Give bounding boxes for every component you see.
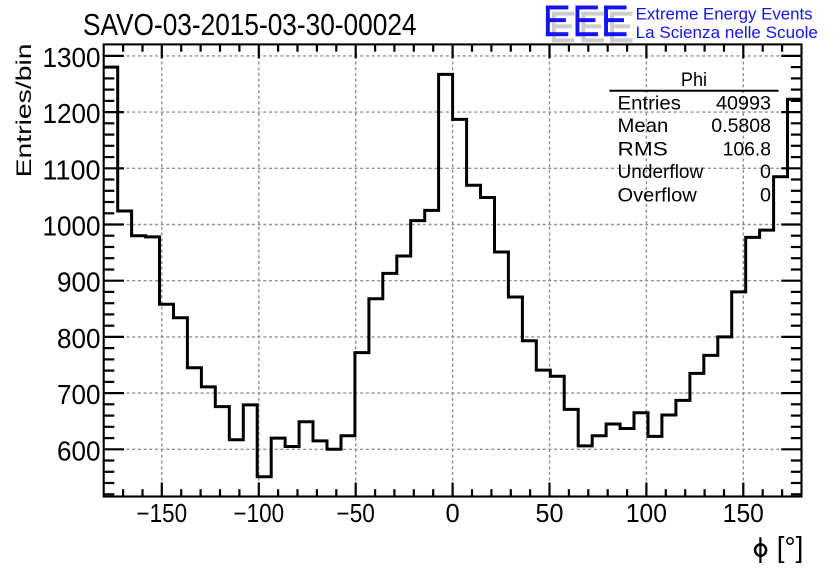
svg-text:[°]: [°]: [777, 532, 804, 564]
svg-text:1200: 1200: [43, 98, 101, 129]
svg-text:50: 50: [536, 500, 564, 528]
svg-text:Entries/bin: Entries/bin: [12, 43, 36, 177]
svg-text:106.8: 106.8: [723, 138, 771, 160]
svg-text:Overflow: Overflow: [618, 184, 698, 206]
svg-text:0.5808: 0.5808: [711, 115, 771, 137]
svg-text:1300: 1300: [43, 42, 101, 73]
svg-text:40993: 40993: [716, 93, 771, 115]
svg-text:Mean: Mean: [618, 115, 669, 137]
svg-text:1000: 1000: [43, 211, 101, 242]
svg-text:Entries: Entries: [618, 93, 682, 115]
svg-text:0: 0: [760, 184, 771, 206]
svg-text:1100: 1100: [43, 154, 101, 185]
svg-text:−150: −150: [137, 500, 188, 528]
svg-text:−100: −100: [234, 500, 285, 528]
svg-text:−50: −50: [337, 500, 375, 528]
svg-text:Phi: Phi: [681, 69, 707, 91]
svg-text:100: 100: [626, 500, 667, 528]
svg-text:900: 900: [57, 267, 101, 298]
svg-text:La Scienza nelle Scuole: La Scienza nelle Scuole: [636, 23, 818, 42]
svg-text:0: 0: [446, 500, 460, 528]
svg-text:700: 700: [57, 379, 101, 410]
svg-text:Extreme Energy Events: Extreme Energy Events: [636, 5, 813, 24]
svg-text:600: 600: [57, 435, 101, 466]
svg-text:SAVO-03-2015-03-30-00024: SAVO-03-2015-03-30-00024: [83, 8, 417, 42]
svg-text:Underflow: Underflow: [618, 161, 705, 183]
svg-text:0: 0: [760, 161, 771, 183]
svg-text:150: 150: [723, 500, 764, 528]
svg-text:RMS: RMS: [618, 138, 668, 160]
svg-text:800: 800: [57, 323, 101, 354]
